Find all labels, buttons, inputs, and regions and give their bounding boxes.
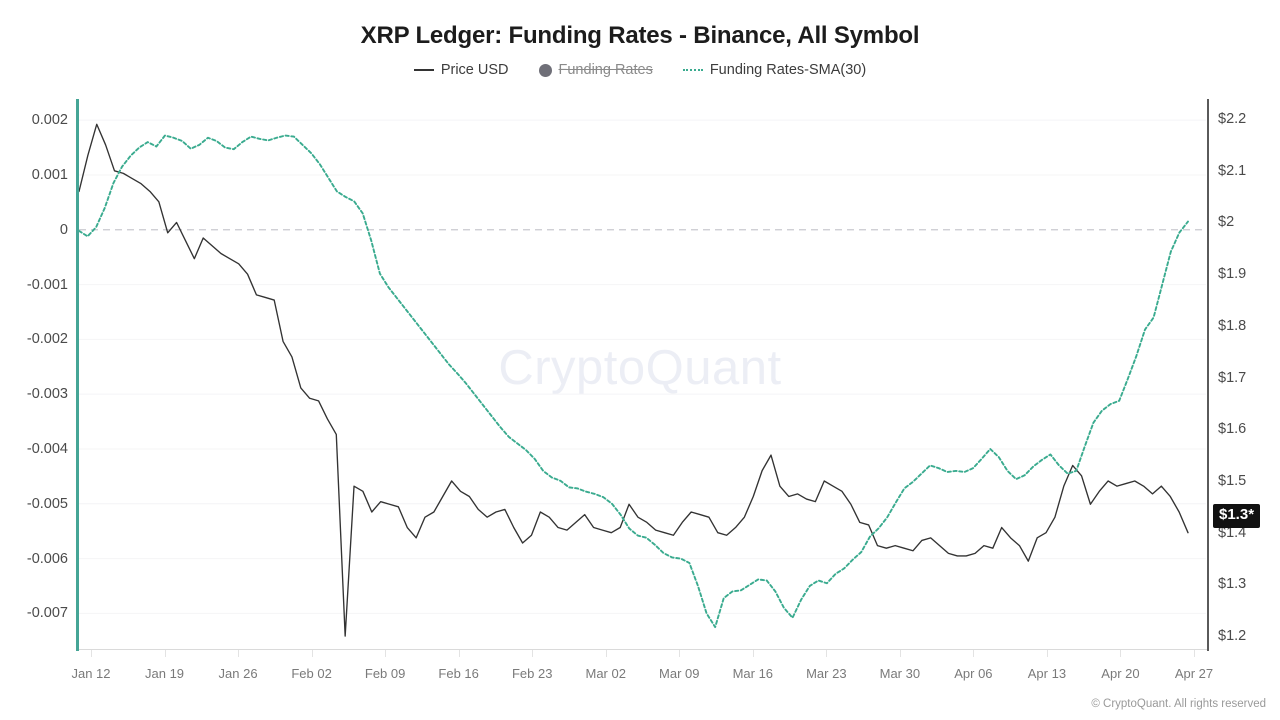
copyright-footer: © CryptoQuant. All rights reserved — [1091, 698, 1266, 710]
x-axis-tick: Mar 16 — [732, 666, 774, 681]
dotted-line-swatch-icon — [682, 69, 703, 71]
x-axis-tickmark — [826, 650, 828, 657]
legend-item-0[interactable]: Price USD — [413, 62, 509, 78]
left-axis-tick: -0.004 — [26, 440, 68, 457]
x-axis-tick: Feb 23 — [511, 666, 553, 681]
legend-item-label: Funding Rates-SMA(30) — [709, 62, 867, 78]
right-axis-line — [1207, 99, 1209, 651]
x-axis-tick: Mar 02 — [585, 666, 626, 681]
x-axis-tickmark — [1194, 650, 1195, 657]
x-axis-tickmark — [679, 650, 681, 657]
left-axis-tick: 0.001 — [31, 166, 68, 183]
x-axis-labels: Jan 12 Jan 19 Jan 26 Feb 02 Feb 09 Feb 16 Feb … — [0, 666, 1280, 686]
x-axis-tickmark — [899, 650, 901, 657]
right-axis-tick: $2.2 — [1218, 111, 1247, 128]
x-axis-tick: Apr 06 — [954, 666, 993, 681]
x-axis-tick: Feb 09 — [364, 666, 406, 681]
x-axis-tick: Apr 27 — [1174, 666, 1214, 681]
x-axis-tick: Jan 26 — [218, 666, 258, 681]
x-axis-tick: Apr 20 — [1101, 666, 1140, 681]
right-axis-tick: $1.2 — [1218, 628, 1247, 645]
right-axis-tick: $1.8 — [1218, 317, 1247, 334]
series-line-1 — [79, 134, 1189, 629]
right-axis-labels: $2.2 $2.1 $2 $1.9 $1.8 $1.7 $1.6 $1.5 $1.4 $1.3 $1… — [1218, 101, 1280, 649]
x-axis-tickmark — [1046, 650, 1048, 657]
x-axis-tickmark — [311, 650, 313, 657]
left-axis-tick: -0.007 — [26, 605, 68, 622]
legend-item-label: Price USD — [440, 62, 509, 78]
x-axis-tick: Jan 19 — [145, 666, 185, 681]
x-axis-tickmark — [458, 650, 460, 657]
page-title: XRP Ledger: Funding Rates - Binance, All… — [360, 22, 920, 49]
right-axis-tick: $2 — [1218, 214, 1235, 231]
x-axis-tick: Jan 12 — [71, 666, 111, 681]
right-axis-tick: $1.5 — [1218, 472, 1247, 489]
x-axis-tickmark — [532, 650, 534, 657]
line-swatch-icon — [413, 69, 434, 71]
chart-canvas — [79, 119, 1206, 637]
legend-item-label: Funding Rates — [558, 62, 653, 78]
left-axis-tick: 0.002 — [31, 112, 68, 129]
right-axis-tick: $1.9 — [1218, 266, 1247, 283]
left-axis-tick: -0.006 — [26, 550, 68, 567]
left-axis-tick: 0 — [59, 221, 68, 238]
legend-item-1[interactable]: Funding Rates — [538, 62, 653, 78]
legend-item-2[interactable]: Funding Rates-SMA(30) — [682, 62, 867, 78]
right-axis-tick: $1.4 — [1218, 524, 1247, 541]
x-axis-tick: Feb 16 — [438, 666, 479, 681]
x-axis-tickmark — [385, 650, 387, 657]
x-axis-tick: Mar 23 — [806, 666, 847, 681]
left-axis-tick: -0.002 — [26, 331, 68, 348]
x-axis-tickmark — [91, 650, 92, 657]
right-axis-tick: $1.3 — [1218, 576, 1247, 593]
x-axis-tick: Apr 13 — [1027, 666, 1067, 681]
right-axis-tick: $1.7 — [1218, 369, 1247, 386]
x-axis-tickmark — [238, 650, 240, 657]
left-axis-tick: -0.003 — [26, 386, 68, 403]
right-axis-tick: $2.1 — [1218, 162, 1247, 179]
x-axis-tickmark — [164, 650, 166, 657]
chart-legend: Price USD Funding Rates Funding Rates-SMA(… — [0, 62, 1280, 78]
current-price-badge: $1.3* — [1213, 504, 1261, 528]
left-axis-line — [76, 99, 79, 651]
x-axis-tick: Mar 30 — [879, 666, 921, 681]
plot-area[interactable] — [79, 101, 1206, 649]
x-axis-tick: Feb 02 — [291, 666, 332, 681]
x-axis-tickmark — [752, 650, 754, 657]
left-axis-tick: -0.005 — [26, 495, 68, 512]
circle-swatch-icon — [538, 63, 552, 77]
x-axis-tickmark — [973, 650, 975, 657]
x-axis-tickmark — [605, 650, 607, 657]
x-axis-tickmark — [1120, 650, 1122, 657]
x-axis-tick: Mar 09 — [659, 666, 700, 681]
series-line-0 — [79, 123, 1189, 637]
right-axis-tick: $1.6 — [1218, 421, 1247, 438]
bottom-axis-line — [79, 649, 1207, 650]
left-axis-labels: 0.002 0.001 0 -0.001 -0.002 -0.003 -0.004 -0.00… — [0, 101, 68, 649]
left-axis-tick: -0.001 — [26, 276, 68, 293]
